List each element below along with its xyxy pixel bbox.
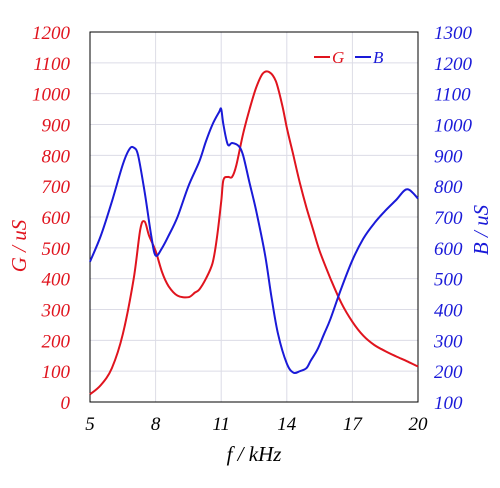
y-left-tick-label: 1100 <box>33 54 70 75</box>
x-tick-label: 14 <box>277 414 297 435</box>
y-left-tick-label: 200 <box>42 331 71 352</box>
x-tick-label: 20 <box>409 414 429 435</box>
y-right-tick-label: 600 <box>434 239 463 260</box>
x-tick-label: 8 <box>151 414 161 435</box>
plot-frame <box>89 31 419 403</box>
y-left-tick-labels: 0 100 200 300 400 500 600 700 800 900 1000 1100 1200 <box>32 23 71 414</box>
y-right-tick-label: 700 <box>434 208 463 229</box>
y-right-tick-label: 1000 <box>434 116 473 137</box>
y-left-tick-label: 1200 <box>32 23 71 44</box>
y-left-tick-label: 400 <box>42 270 71 291</box>
y-left-tick-label: 100 <box>42 362 71 383</box>
x-tick-label: 11 <box>212 414 230 435</box>
y-right-tick-labels: 100 200 300 400 500 600 700 800 900 1000 1100 1200 1… <box>433 23 473 414</box>
y-right-axis-label: B / uS <box>469 204 493 255</box>
y-right-tick-label: 1200 <box>434 54 473 75</box>
y-right-tick-label: 1100 <box>434 85 471 106</box>
y-right-tick-label: 1300 <box>434 23 473 44</box>
y-left-tick-label: 900 <box>42 116 71 137</box>
y-left-tick-label: 1000 <box>32 85 71 106</box>
y-right-tick-label: 200 <box>434 362 463 383</box>
y-left-tick-label: 700 <box>42 177 71 198</box>
legend-label-g: G <box>332 48 344 67</box>
y-left-tick-label: 300 <box>41 301 71 322</box>
x-tick-label: 17 <box>343 414 364 435</box>
y-right-tick-label: 900 <box>434 146 463 167</box>
y-right-tick-label: 500 <box>434 270 463 291</box>
grid <box>89 31 419 403</box>
y-right-tick-label: 300 <box>433 331 463 352</box>
series-line-g <box>89 70 419 396</box>
y-left-tick-label: 600 <box>42 208 71 229</box>
x-axis-label: f / kHz <box>227 442 282 466</box>
y-left-tick-label: 500 <box>42 239 71 260</box>
legend: G B <box>314 48 384 67</box>
y-left-axis-label: G / uS <box>7 219 31 272</box>
y-left-tick-label: 0 <box>61 393 71 414</box>
y-right-tick-label: 400 <box>434 301 463 322</box>
series-line-b <box>89 107 419 375</box>
y-left-tick-label: 800 <box>42 146 71 167</box>
y-right-tick-label: 800 <box>434 177 463 198</box>
y-right-tick-label: 100 <box>434 393 463 414</box>
x-tick-label: 5 <box>85 414 95 435</box>
legend-label-b: B <box>373 48 384 67</box>
x-tick-labels: 5 8 11 14 17 20 <box>85 414 428 435</box>
